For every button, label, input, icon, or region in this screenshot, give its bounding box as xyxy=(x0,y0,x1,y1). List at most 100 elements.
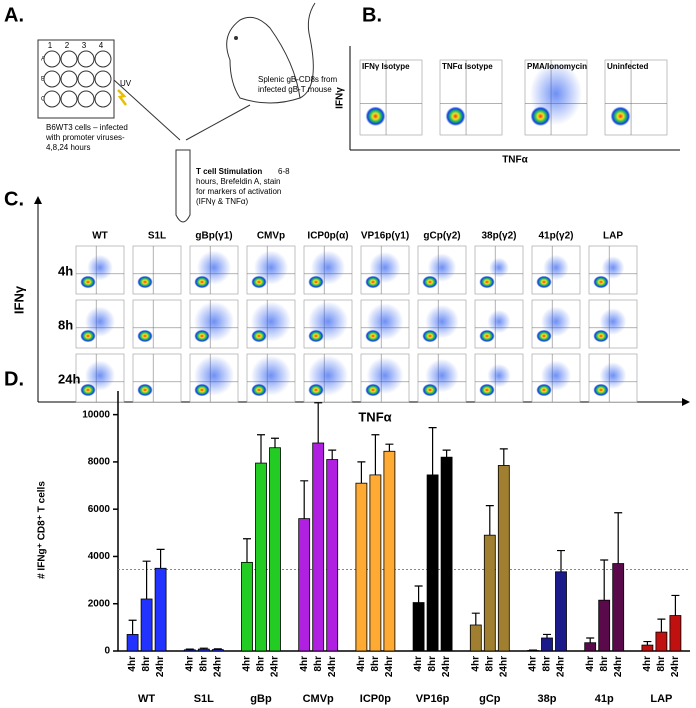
flow-blob xyxy=(365,106,386,126)
error-bar xyxy=(614,512,623,564)
bar xyxy=(469,624,482,652)
bar xyxy=(241,561,253,652)
flow-blob xyxy=(80,383,96,397)
y-axis-label: IFNγ xyxy=(11,285,26,314)
arrowhead xyxy=(34,196,42,204)
bar-label: 4hr xyxy=(585,656,596,672)
error-bar xyxy=(357,461,366,484)
panel-b: B. IFNγ TNFα xyxy=(335,4,680,166)
flow-plot xyxy=(75,299,125,349)
error-bar xyxy=(442,449,451,458)
bar xyxy=(440,456,453,652)
x-tick-label: CMVp xyxy=(303,693,334,705)
flow-spread xyxy=(427,253,457,282)
error-bar xyxy=(643,640,652,646)
flow-plot xyxy=(303,245,353,295)
flow-plot xyxy=(246,353,296,403)
stim-text: 6-8 xyxy=(278,167,290,176)
bar-label: 8hr xyxy=(484,656,495,672)
well xyxy=(60,90,78,108)
bar-label: 4hr xyxy=(356,656,367,672)
error-bar xyxy=(414,585,423,603)
flow-plot xyxy=(474,245,524,295)
error-bar xyxy=(600,559,609,601)
flow-plot xyxy=(417,353,467,403)
bar-label: 4hr xyxy=(184,656,195,672)
well xyxy=(94,50,112,68)
flow-blob xyxy=(80,275,96,289)
stim-text: (IFNγ & TNFα) xyxy=(196,197,249,206)
flow-plot xyxy=(303,299,353,349)
bar xyxy=(412,602,425,652)
error-bar xyxy=(257,434,265,464)
flow-blob xyxy=(445,106,466,126)
flow-plot xyxy=(189,245,239,295)
flow-spread xyxy=(543,254,569,281)
well xyxy=(77,50,95,68)
bar-label: 4hr xyxy=(242,656,253,672)
plate-col: 1 xyxy=(48,41,53,50)
x-tick-label: gCp xyxy=(479,693,501,705)
stim-title: T cell Stimulation xyxy=(196,167,262,176)
arrowhead xyxy=(682,398,690,406)
plate-row: B xyxy=(41,77,45,83)
bar-label: 4hr xyxy=(299,656,310,672)
plate-row: A xyxy=(41,57,45,63)
y-tick-label: 6000 xyxy=(88,504,111,515)
error-bar xyxy=(385,443,394,452)
flow-spread xyxy=(369,251,401,284)
bar xyxy=(369,474,382,652)
bar xyxy=(154,567,167,652)
flow-plot xyxy=(439,59,503,136)
well xyxy=(43,90,61,108)
row-label: 8h xyxy=(58,317,73,332)
flow-spread xyxy=(540,360,572,391)
bar-label: 8hr xyxy=(313,656,324,672)
flow-blob xyxy=(194,275,210,289)
bar-label: 4hr xyxy=(642,656,653,672)
flow-plot xyxy=(75,245,125,295)
flow-spread xyxy=(489,257,509,278)
bar xyxy=(140,598,153,652)
flow-blob xyxy=(536,275,552,289)
bar-label: 24hr xyxy=(384,656,395,677)
flow-plot xyxy=(359,59,423,136)
flow-blob xyxy=(365,383,381,397)
bar xyxy=(483,534,496,652)
x-tick-label: S1L xyxy=(194,693,214,705)
bar xyxy=(255,462,267,652)
bar xyxy=(183,649,196,652)
error-bar xyxy=(328,449,337,460)
x-tick-label: gBp xyxy=(250,693,272,705)
bar-label: 8hr xyxy=(599,656,610,672)
bar-label: 8hr xyxy=(656,656,667,672)
flow-plot xyxy=(132,299,182,349)
bar xyxy=(555,571,567,652)
plate-col: 3 xyxy=(82,41,87,50)
bar-label: 4hr xyxy=(470,656,481,672)
y-tick-label: 10000 xyxy=(82,409,110,420)
flow-blob xyxy=(251,383,267,397)
bar xyxy=(197,648,210,652)
mouse-tail xyxy=(299,2,316,99)
flow-blob xyxy=(194,383,210,397)
flow-spread xyxy=(540,306,572,337)
error-bar xyxy=(243,538,251,563)
error-bar xyxy=(300,480,309,519)
flow-frame xyxy=(132,299,182,349)
error-bar xyxy=(586,637,595,643)
flow-plot xyxy=(524,59,588,136)
x-tick-label: 41p xyxy=(595,693,614,705)
flow-spread xyxy=(425,358,459,393)
flow-spread xyxy=(87,254,113,281)
well xyxy=(94,90,112,108)
bar xyxy=(312,442,325,652)
flow-spread xyxy=(84,360,116,391)
flow-spread xyxy=(599,362,627,390)
flow-plot xyxy=(604,59,668,136)
uv-label: UV xyxy=(120,79,132,88)
error-bar xyxy=(271,437,279,448)
flow-plot xyxy=(531,353,581,403)
flow-spread xyxy=(196,250,232,285)
bar xyxy=(612,563,625,652)
